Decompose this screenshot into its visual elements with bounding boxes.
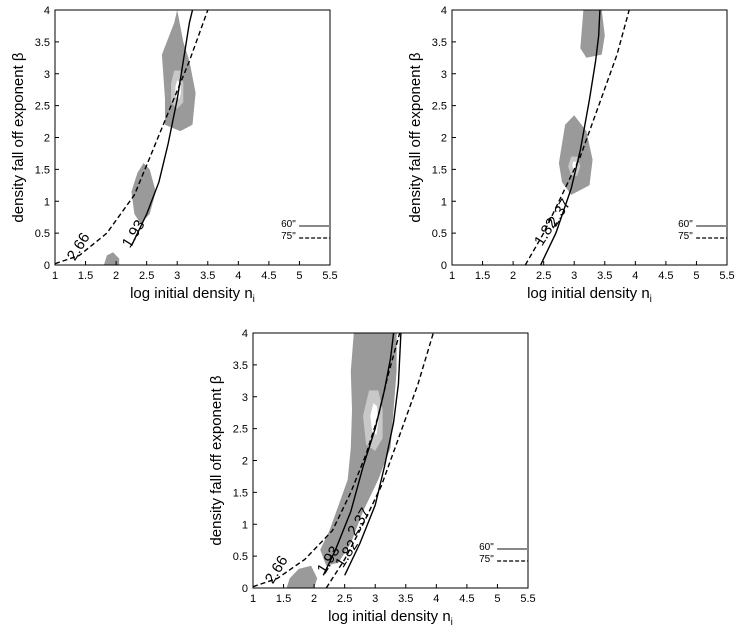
contour-region-mid	[558, 115, 593, 195]
x-tick-label: 4	[632, 270, 638, 282]
x-tick-label: 5	[494, 593, 500, 605]
y-tick-label: 4	[441, 5, 447, 17]
contour-line-solid	[344, 333, 402, 576]
y-tick-label: 4	[44, 5, 50, 17]
x-tick-label: 1	[250, 593, 256, 605]
y-tick-label: 0.5	[233, 551, 248, 563]
y-tick-label: 0	[44, 260, 50, 272]
contour-region-mid	[131, 163, 156, 224]
plot-area	[524, 10, 630, 265]
plot-area	[55, 10, 209, 265]
x-tick-label: 3.5	[597, 270, 612, 282]
x-tick-label: 2.5	[139, 270, 154, 282]
contour-region-mid	[103, 252, 120, 265]
contour-region-mid	[286, 565, 318, 588]
contour-line-dashed	[325, 333, 434, 588]
chart-panel-1: 1.93 2.66 1 1.5 2 2.5 3 3.5 4 4.5 5 5.5 0 0.5 1 1.5 2 2.5…	[10, 5, 338, 305]
x-tick-label: 4.5	[658, 270, 673, 282]
y-tick-label: 3.5	[432, 37, 447, 49]
y-tick-label: 2	[441, 133, 447, 145]
plot-area	[253, 333, 434, 588]
x-axis-title: log initial density ni	[130, 285, 255, 305]
x-tick-label: 4	[235, 270, 241, 282]
x-tick-label: 3.5	[200, 270, 215, 282]
contour-line-dashed	[55, 10, 209, 265]
contour-line-solid	[539, 10, 601, 265]
contour-line-dashed	[253, 333, 401, 588]
x-tick-label: 1.5	[475, 270, 490, 282]
legend-label: 60"	[479, 542, 494, 553]
legend-label: 75"	[479, 554, 494, 565]
x-tick-label: 5	[693, 270, 699, 282]
x-tick-label: 3	[174, 270, 180, 282]
chart-panel-2: 2.371.821 1.5 2 2.5 3 3.5 4 4.5 5 5.500.511.522.5…	[407, 5, 735, 305]
y-tick-label: 2.5	[35, 101, 50, 113]
x-tick-label: 5.5	[719, 270, 734, 282]
y-tick-label: 0.5	[35, 228, 50, 240]
y-tick-label: 1	[441, 196, 447, 208]
x-tick-label: 4	[433, 593, 439, 605]
x-tick-label: 4.5	[261, 270, 276, 282]
x-tick-label: 3	[372, 593, 378, 605]
contour-label: 1.93	[119, 217, 149, 251]
legend-label: 75"	[678, 231, 693, 242]
y-tick-label: 3	[242, 392, 248, 404]
x-tick-label: 2	[113, 270, 119, 282]
x-axis-title: log initial density ni	[527, 285, 652, 305]
y-tick-label: 2.5	[432, 101, 447, 113]
y-tick-label: 3.5	[35, 37, 50, 49]
x-tick-label: 5	[296, 270, 302, 282]
y-axis-title: density fall off exponent β	[10, 52, 27, 222]
legend-label: 60"	[281, 219, 296, 230]
y-tick-label: 3.5	[233, 360, 248, 372]
y-tick-label: 0	[242, 583, 248, 595]
x-tick-label: 3.5	[398, 593, 413, 605]
y-tick-label: 1	[242, 519, 248, 531]
y-tick-label: 1	[44, 196, 50, 208]
y-tick-label: 1.5	[35, 164, 50, 176]
x-tick-label: 2.5	[536, 270, 551, 282]
x-tick-label: 5.5	[520, 593, 535, 605]
y-tick-label: 0	[441, 260, 447, 272]
chart-panel-3: 1.932.372.66 1.821 1.5 2 2.5 3 3.5 4 4.5 5 5.500.5…	[208, 328, 536, 627]
contour-label: 2.66	[64, 230, 94, 264]
y-tick-label: 3	[44, 69, 50, 81]
y-axis-title: density fall off exponent β	[407, 52, 424, 222]
legend-label: 75"	[281, 231, 296, 242]
legend-label: 60"	[678, 219, 693, 230]
x-tick-label: 1	[52, 270, 58, 282]
y-tick-label: 3	[441, 69, 447, 81]
y-tick-label: 4	[242, 328, 248, 340]
y-tick-label: 1.5	[233, 487, 248, 499]
contour-region-mid	[580, 10, 605, 58]
contour-label: 2.66	[262, 553, 292, 587]
y-tick-label: 2	[44, 133, 50, 145]
contour-line-solid	[130, 10, 194, 247]
contour-line-solid	[322, 333, 395, 576]
y-tick-label: 0.5	[432, 228, 447, 240]
x-tick-label: 1	[449, 270, 455, 282]
x-tick-label: 5.5	[322, 270, 337, 282]
y-tick-label: 1.5	[432, 164, 447, 176]
x-tick-label: 1.5	[78, 270, 93, 282]
y-axis-title: density fall off exponent β	[208, 375, 225, 545]
x-tick-label: 2	[510, 270, 516, 282]
y-tick-label: 2	[242, 456, 248, 468]
contour-line-dashed	[524, 10, 630, 265]
x-axis-title: log initial density ni	[328, 608, 453, 627]
x-tick-label: 1.5	[276, 593, 291, 605]
y-tick-label: 2.5	[233, 424, 248, 436]
x-tick-label: 2	[311, 593, 317, 605]
x-tick-label: 4.5	[459, 593, 474, 605]
x-tick-label: 2.5	[337, 593, 352, 605]
contour-region-mid	[161, 10, 196, 132]
x-tick-label: 3	[571, 270, 577, 282]
contour-region-white	[370, 403, 379, 435]
